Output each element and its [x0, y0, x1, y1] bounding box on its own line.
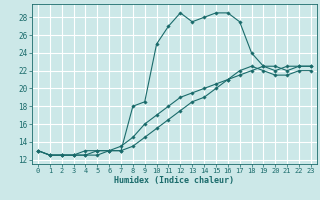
X-axis label: Humidex (Indice chaleur): Humidex (Indice chaleur) [115, 176, 234, 185]
